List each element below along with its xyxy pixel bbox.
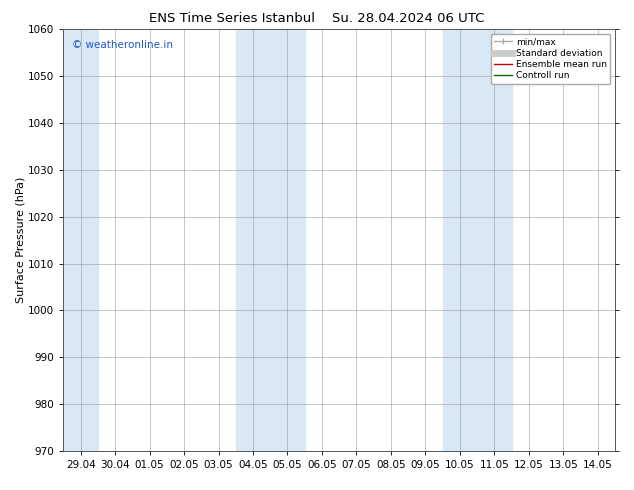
Text: ENS Time Series Istanbul    Su. 28.04.2024 06 UTC: ENS Time Series Istanbul Su. 28.04.2024 … xyxy=(150,12,484,25)
Bar xyxy=(63,29,98,451)
Text: © weatheronline.in: © weatheronline.in xyxy=(72,40,172,50)
Legend: min/max, Standard deviation, Ensemble mean run, Controll run: min/max, Standard deviation, Ensemble me… xyxy=(491,34,611,84)
Bar xyxy=(443,29,512,451)
Bar xyxy=(236,29,305,451)
Y-axis label: Surface Pressure (hPa): Surface Pressure (hPa) xyxy=(15,177,25,303)
